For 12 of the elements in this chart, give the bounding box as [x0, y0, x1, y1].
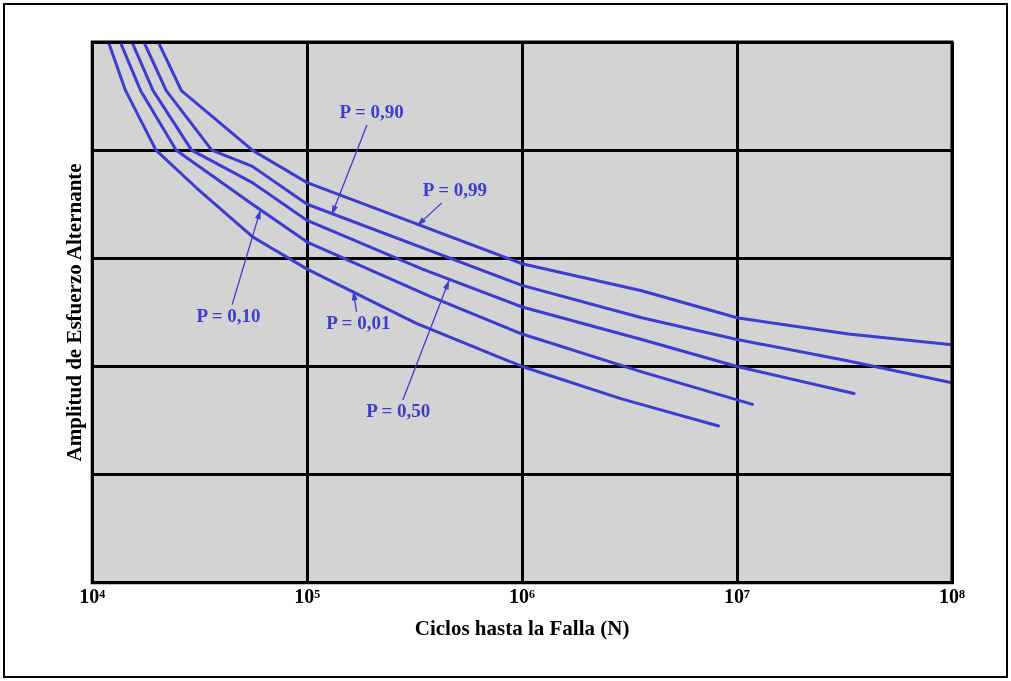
x-tick-label: 10⁷	[724, 584, 751, 607]
x-axis-title: Ciclos hasta la Falla (N)	[414, 615, 630, 640]
annotation: P = 0,90	[339, 100, 404, 122]
x-tick-label: 10⁴	[79, 584, 106, 607]
x-tick-label: 10⁸	[939, 584, 965, 607]
annotation: P = 0,99	[422, 178, 487, 200]
x-tick-label: 10⁶	[509, 584, 536, 607]
annotation: P = 0,50	[366, 399, 431, 421]
y-axis-title: Amplitud de Esfuerzo Alternante	[62, 163, 87, 462]
annotation: P = 0,10	[196, 304, 261, 326]
annotation: P = 0,01	[326, 311, 391, 333]
x-tick-label: 10⁵	[294, 584, 321, 607]
